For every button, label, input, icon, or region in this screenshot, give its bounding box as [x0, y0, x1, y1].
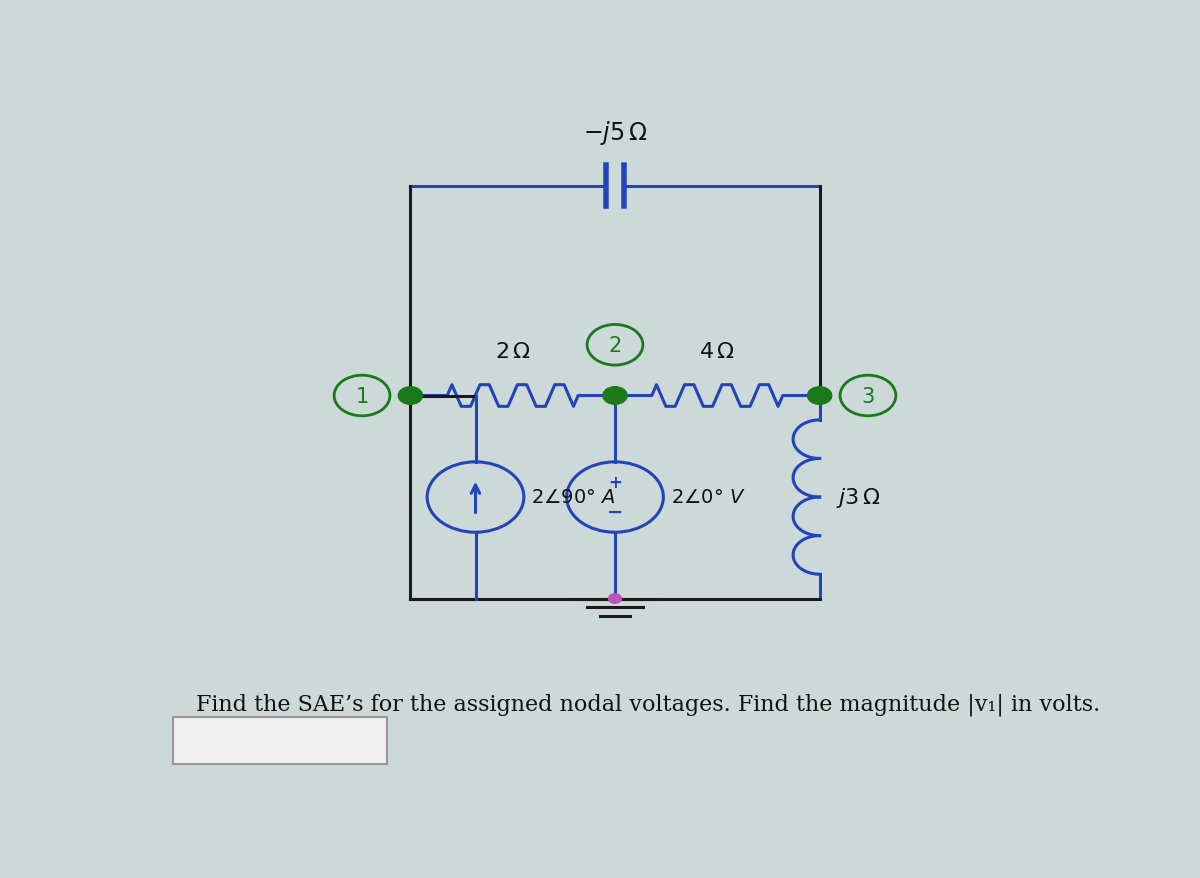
Text: 1: 1: [355, 386, 368, 406]
Text: $j3\,\Omega$: $j3\,\Omega$: [836, 486, 881, 509]
Text: $2\,\Omega$: $2\,\Omega$: [494, 341, 530, 363]
Circle shape: [602, 387, 628, 405]
Text: $2\angle90°\ A$: $2\angle90°\ A$: [532, 488, 616, 507]
Circle shape: [398, 387, 422, 405]
Text: 2: 2: [608, 335, 622, 356]
Text: +: +: [608, 474, 622, 492]
Circle shape: [608, 594, 622, 603]
Text: Find the SAE’s for the assigned nodal voltages. Find the magnitude |v₁| in volts: Find the SAE’s for the assigned nodal vo…: [197, 693, 1100, 715]
Text: $4\,\Omega$: $4\,\Omega$: [700, 341, 736, 363]
Text: −: −: [607, 503, 623, 522]
Text: $-j5\,\Omega$: $-j5\,\Omega$: [583, 119, 647, 148]
Text: 3: 3: [862, 386, 875, 406]
Circle shape: [808, 387, 832, 405]
FancyBboxPatch shape: [173, 717, 388, 765]
Text: $2\angle0°\ V$: $2\angle0°\ V$: [671, 488, 745, 507]
